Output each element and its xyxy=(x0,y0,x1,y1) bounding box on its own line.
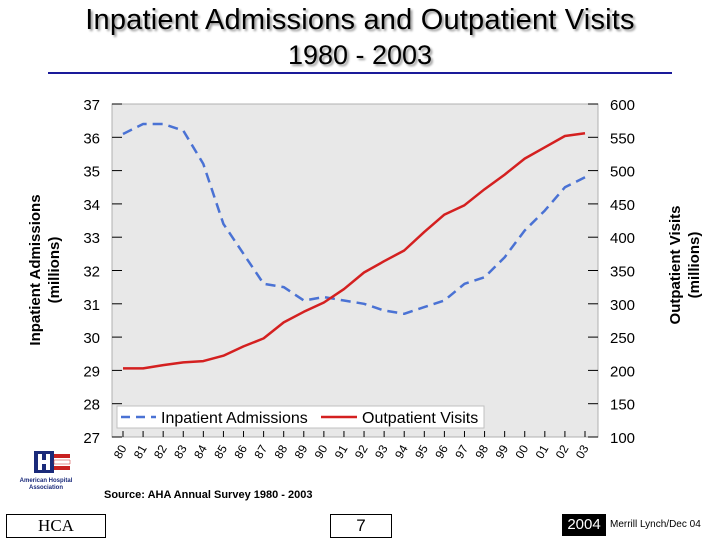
x-tick-label: 84 xyxy=(191,442,210,461)
left-tick-label: 33 xyxy=(83,230,100,247)
left-tick-label: 30 xyxy=(83,330,100,347)
left-axis: 27 28 29 30 31 32 33 34 35 36 37 xyxy=(83,97,122,447)
x-tick-label: 97 xyxy=(452,442,471,461)
footer-credit: Merrill Lynch/Dec 04 xyxy=(610,519,701,530)
x-tick-label: 80 xyxy=(111,442,130,461)
legend-label-inpatient: Inpatient Admissions xyxy=(161,410,308,427)
right-tick-label: 350 xyxy=(610,264,635,281)
x-tick-label: 85 xyxy=(211,442,230,461)
x-tick-label: 82 xyxy=(151,442,170,461)
right-tick-label: 300 xyxy=(610,297,635,314)
left-tick-label: 29 xyxy=(83,363,100,380)
right-axis: 100 150 200 250 300 350 400 450 500 550 600 xyxy=(588,97,635,447)
left-axis-title-line2: (millions) xyxy=(46,237,63,304)
right-tick-label: 400 xyxy=(610,230,635,247)
right-tick-label: 500 xyxy=(610,164,635,181)
x-tick-label: 93 xyxy=(372,442,391,461)
logo-caption-line1: American Hospital xyxy=(19,478,73,484)
left-tick-label: 35 xyxy=(83,164,100,181)
x-tick-label: 95 xyxy=(412,442,431,461)
x-tick-label: 81 xyxy=(131,442,150,461)
plot-area xyxy=(111,103,599,438)
slide-subtitle: 1980 - 2003 xyxy=(287,40,433,70)
x-tick-label: 90 xyxy=(312,442,331,461)
left-tick-label: 37 xyxy=(83,97,100,114)
slide-title: Inpatient Admissions and Outpatient Visi… xyxy=(85,4,635,36)
x-tick-label: 00 xyxy=(513,442,532,461)
left-axis-title-line1: Inpatient Admissions xyxy=(27,194,44,345)
aha-logo: American Hospital Association xyxy=(14,448,78,494)
series-layer xyxy=(122,122,586,370)
x-tick-label: 94 xyxy=(392,442,411,461)
left-tick-label: 28 xyxy=(83,397,100,414)
x-tick-label: 98 xyxy=(472,442,491,461)
right-tick-label: 600 xyxy=(610,97,635,114)
legend-box xyxy=(116,405,485,429)
right-tick-label: 100 xyxy=(610,430,635,447)
series-line-outpatient-visits xyxy=(123,132,586,370)
series-line-inpatient-admissions xyxy=(122,122,586,316)
x-tick-label: 99 xyxy=(492,442,511,461)
x-tick-label: 01 xyxy=(533,442,552,461)
footer-page-number: 7 xyxy=(330,514,392,538)
x-tick-label: 03 xyxy=(573,442,592,461)
x-tick-label: 83 xyxy=(171,442,190,461)
x-tick-label: 86 xyxy=(231,442,250,461)
left-tick-label: 34 xyxy=(83,197,100,214)
right-axis-title-line1: Outpatient Visits xyxy=(667,206,684,325)
x-tick-label: 87 xyxy=(251,442,270,461)
x-tick-label: 91 xyxy=(332,442,351,461)
x-tick-label: 92 xyxy=(352,442,371,461)
title-divider xyxy=(48,72,672,74)
right-tick-label: 200 xyxy=(610,363,635,380)
aha-logo-icon xyxy=(34,451,71,473)
legend-label-outpatient: Outpatient Visits xyxy=(362,410,478,427)
right-tick-label: 150 xyxy=(610,397,635,414)
footer-company: HCA xyxy=(6,514,106,538)
left-tick-label: 36 xyxy=(83,130,100,147)
x-axis: 80 81 82 83 84 85 86 87 88 89 90 91 92 93 94 95 96 97 98 99… xyxy=(111,431,592,461)
footer-year: 2004 xyxy=(562,514,606,536)
logo-caption: American Hospital Association xyxy=(14,478,78,492)
x-tick-label: 96 xyxy=(432,442,451,461)
right-tick-label: 250 xyxy=(610,330,635,347)
right-axis-title-line2: (millions) xyxy=(686,232,703,299)
x-tick-label: 89 xyxy=(292,442,311,461)
left-tick-label: 31 xyxy=(83,297,100,314)
x-tick-label: 02 xyxy=(553,442,572,461)
left-tick-label: 32 xyxy=(83,264,100,281)
right-tick-label: 550 xyxy=(610,130,635,147)
logo-caption-line2: Association xyxy=(28,485,63,491)
right-tick-label: 450 xyxy=(610,197,635,214)
chart-legend: Inpatient Admissions Outpatient Visits xyxy=(116,405,485,429)
x-tick-label: 88 xyxy=(271,442,290,461)
source-note: Source: AHA Annual Survey 1980 - 2003 xyxy=(104,489,313,501)
left-tick-label: 27 xyxy=(83,430,100,447)
